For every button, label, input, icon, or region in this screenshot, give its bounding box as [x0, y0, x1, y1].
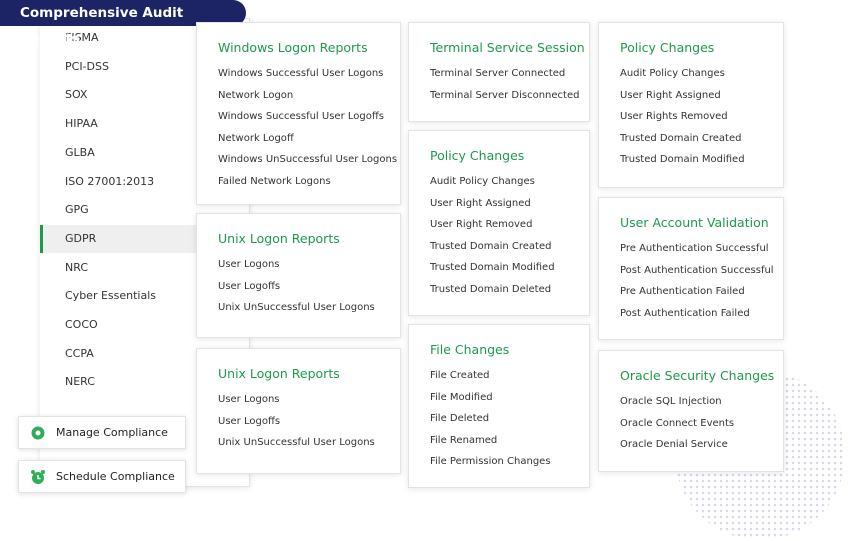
- report-link[interactable]: File Created: [430, 370, 490, 381]
- report-link[interactable]: Oracle Connect Events: [620, 417, 735, 429]
- report-link[interactable]: User Right Removed: [430, 219, 533, 231]
- card-title: User Account Validation: [620, 215, 769, 230]
- report-card: User Account Validation Pre Authenticatio…: [598, 197, 784, 340]
- sidebar-item[interactable]: HIPAA: [65, 117, 98, 131]
- report-card: Unix Logon Reports User Logons User Logoff…: [196, 213, 401, 338]
- report-link[interactable]: Oracle Denial Service: [620, 439, 728, 451]
- report-link[interactable]: Terminal Server Connected: [430, 68, 566, 79]
- report-link[interactable]: Trusted Domain Deleted: [430, 284, 552, 295]
- report-link[interactable]: User Right Assigned: [430, 197, 531, 209]
- report-card: Unix Logon Reports User Logons User Logoff…: [196, 348, 401, 474]
- sidebar-item[interactable]: COCO: [65, 318, 98, 331]
- report-link[interactable]: User Logons: [218, 394, 280, 405]
- report-link[interactable]: Pre Authentication Failed: [620, 286, 745, 298]
- report-link[interactable]: Oracle SQL Injection: [620, 396, 722, 407]
- report-link[interactable]: Windows Successful User Logoffs: [218, 111, 384, 123]
- report-link[interactable]: User Right Assigned: [620, 89, 721, 101]
- compliance-button[interactable]: Schedule Compliance: [18, 460, 186, 493]
- report-link[interactable]: Windows Successful User Logons: [218, 68, 384, 79]
- report-link[interactable]: Audit Policy Changes: [620, 68, 725, 79]
- report-card: Windows Logon Reports Windows Successful …: [196, 22, 401, 205]
- report-link[interactable]: User Logoffs: [218, 280, 281, 292]
- report-link[interactable]: Terminal Server Disconnected: [430, 89, 580, 101]
- report-link[interactable]: File Renamed: [430, 434, 498, 446]
- report-card: Oracle Security Changes Oracle SQL Inject…: [598, 350, 784, 472]
- card-title: Policy Changes: [430, 148, 525, 163]
- report-link[interactable]: User Rights Removed: [620, 111, 728, 123]
- sidebar-item[interactable]: ISO 27001:2013: [65, 174, 155, 188]
- report-link[interactable]: File Modified: [430, 391, 493, 403]
- report-link[interactable]: Audit Policy Changes: [430, 176, 535, 187]
- header-title: Comprehensive Audit Reports: [0, 0, 246, 47]
- sidebar-item[interactable]: GPG: [65, 203, 89, 217]
- sidebar-item[interactable]: CCPA: [65, 346, 94, 360]
- report-card: File Changes File Created File Modified Fil…: [408, 324, 590, 488]
- report-link[interactable]: Network Logon: [218, 89, 294, 101]
- card-title: File Changes: [430, 342, 510, 357]
- card-title: Unix Logon Reports: [218, 231, 340, 246]
- report-link[interactable]: Post Authentication Failed: [620, 307, 750, 319]
- report-card: Policy Changes Audit Policy Changes User R…: [598, 22, 784, 188]
- report-card: Policy Changes Audit Policy Changes User R…: [408, 130, 590, 316]
- report-link[interactable]: User Logoffs: [218, 415, 281, 427]
- report-link[interactable]: Post Authentication Successful: [620, 264, 774, 276]
- report-link[interactable]: File Permission Changes: [430, 456, 551, 468]
- button-icon: [31, 426, 45, 440]
- sidebar-item[interactable]: FISMA: [65, 31, 99, 44]
- report-link[interactable]: Unix UnSuccessful User Logons: [218, 302, 375, 314]
- compliance-button[interactable]: Manage Compliance: [18, 416, 186, 449]
- sidebar-item[interactable]: PCI-DSS: [65, 59, 109, 73]
- sidebar-item[interactable]: SOX: [65, 88, 88, 102]
- report-link[interactable]: Trusted Domain Modified: [620, 154, 745, 166]
- report-link[interactable]: Pre Authentication Successful: [620, 243, 769, 254]
- sidebar-item[interactable]: NERC: [65, 375, 95, 389]
- sidebar-item[interactable]: NRC: [65, 260, 89, 274]
- report-link[interactable]: Unix UnSuccessful User Logons: [218, 437, 375, 449]
- report-link[interactable]: Trusted Domain Created: [620, 132, 742, 144]
- sidebar-item[interactable]: GLBA: [65, 145, 95, 159]
- card-title: Oracle Security Changes: [620, 368, 775, 383]
- report-link[interactable]: Windows UnSuccessful User Logons: [218, 154, 398, 166]
- report-link[interactable]: Failed Network Logons: [218, 176, 331, 187]
- report-card: Terminal Service Session Terminal Server …: [408, 22, 590, 122]
- report-link[interactable]: Trusted Domain Modified: [430, 262, 555, 274]
- button-icon: [31, 470, 45, 484]
- sidebar-item[interactable]: Cyber Essentials: [65, 289, 157, 303]
- card-title: Terminal Service Session: [430, 40, 585, 55]
- card-title: Unix Logon Reports: [218, 366, 340, 381]
- card-title: Windows Logon Reports: [218, 40, 368, 55]
- report-link[interactable]: File Deleted: [430, 413, 490, 425]
- report-link[interactable]: Network Logoff: [218, 132, 294, 144]
- report-link[interactable]: User Logons: [218, 259, 280, 270]
- report-link[interactable]: Trusted Domain Created: [430, 240, 552, 252]
- card-title: Policy Changes: [620, 40, 715, 55]
